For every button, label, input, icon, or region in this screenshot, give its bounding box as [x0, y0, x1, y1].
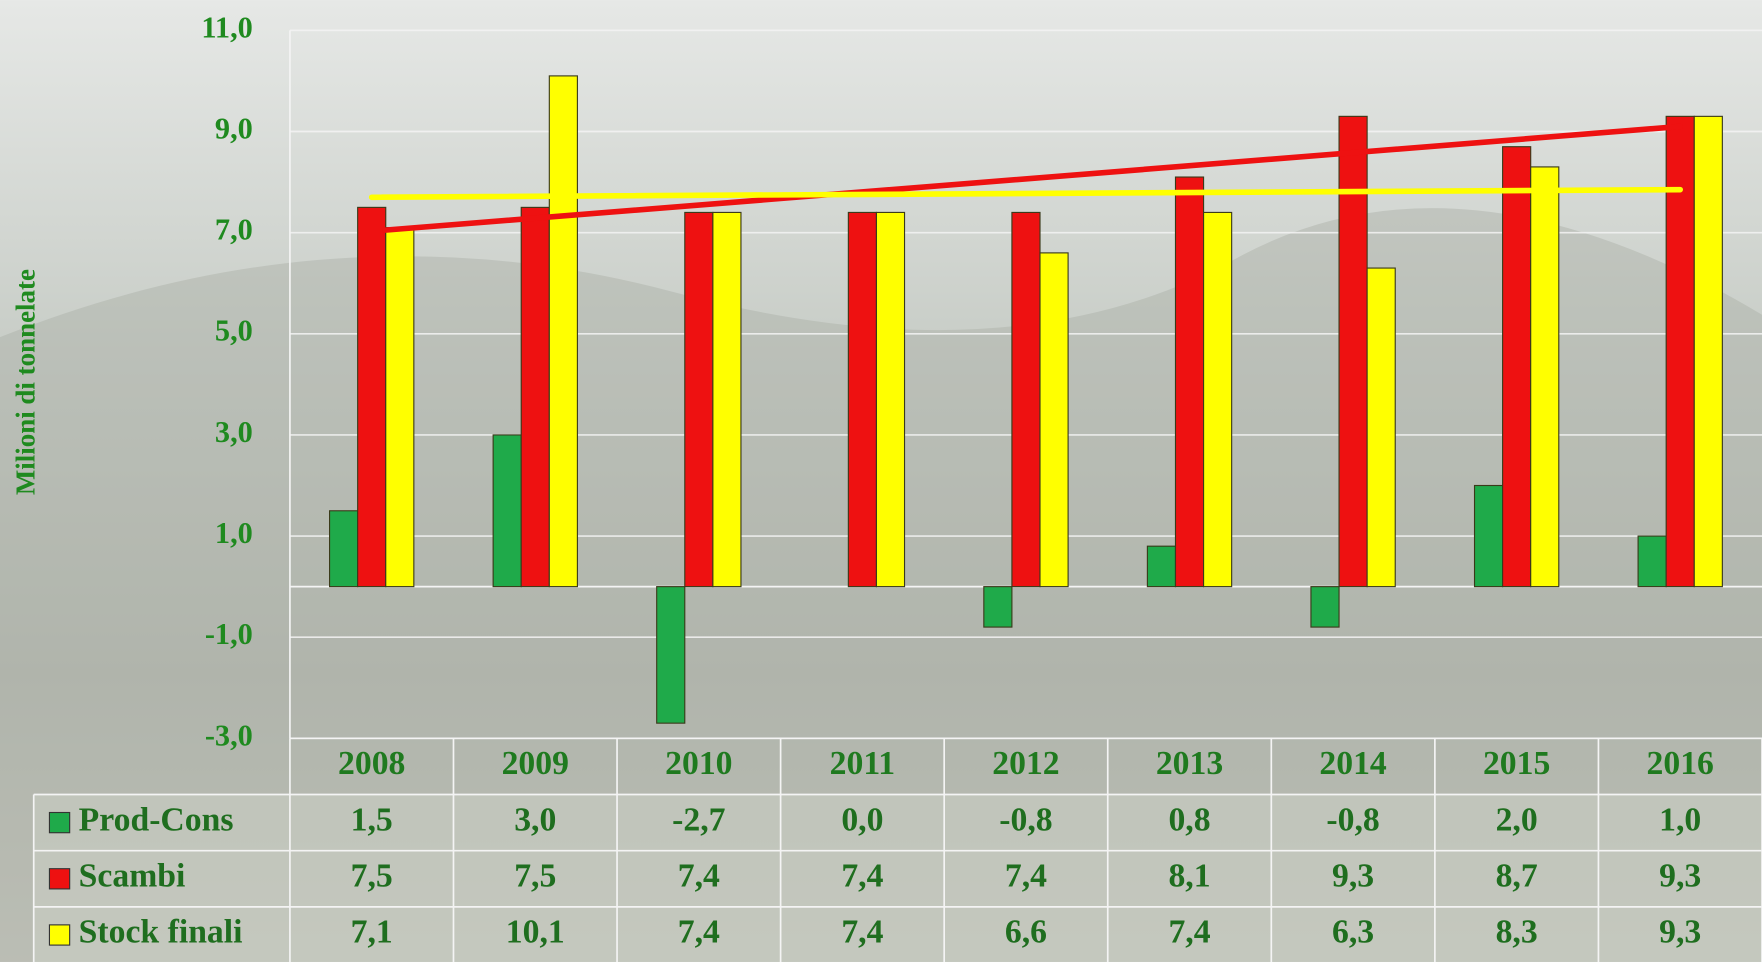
- y-axis-label: Milioni di tonnelate: [10, 269, 40, 495]
- bar: [549, 76, 577, 587]
- legend-swatch: [49, 869, 69, 889]
- bar: [1503, 147, 1531, 587]
- table-value: 6,3: [1332, 914, 1374, 951]
- bar: [358, 207, 386, 586]
- legend-swatch: [49, 812, 69, 832]
- bar: [1147, 546, 1175, 586]
- page: Milioni di tonnelate -3,0 -1,0 1,0 3,0 5,0 7,…: [0, 0, 1762, 962]
- bar: [876, 212, 904, 586]
- x-tick-label: 2013: [1156, 745, 1223, 782]
- table-value: 8,1: [1168, 858, 1210, 895]
- table-value: 1,0: [1659, 801, 1701, 838]
- y-tick-label: 11,0: [201, 10, 252, 44]
- table-value: 9,3: [1332, 858, 1374, 895]
- bar: [1638, 536, 1666, 587]
- bar: [685, 212, 713, 586]
- y-tick-label: -3,0: [205, 718, 253, 752]
- x-tick-label: 2009: [502, 745, 569, 782]
- table-value: 2,0: [1496, 801, 1538, 838]
- bar: [1531, 167, 1559, 587]
- x-tick-label: 2012: [992, 745, 1059, 782]
- table-value: 9,3: [1659, 914, 1701, 951]
- bar: [713, 212, 741, 586]
- table-value: 9,3: [1659, 858, 1701, 895]
- table-value: 7,4: [841, 914, 883, 951]
- table-value: 7,4: [1168, 914, 1210, 951]
- table-value: 0,8: [1168, 801, 1210, 838]
- table-value: 7,4: [841, 858, 883, 895]
- table-value: 3,0: [514, 801, 556, 838]
- x-tick-label: 2008: [338, 745, 405, 782]
- y-tick-label: 3,0: [215, 415, 253, 449]
- x-tick-label: 2010: [665, 745, 732, 782]
- bar: [521, 207, 549, 586]
- table-value: 7,4: [678, 914, 720, 951]
- table-value: 0,0: [841, 801, 883, 838]
- bar: [1204, 212, 1232, 586]
- y-tick-label: 1,0: [215, 516, 253, 550]
- x-tick-label: 2011: [830, 745, 896, 782]
- table-value: 10,1: [506, 914, 565, 951]
- x-tick-label: 2015: [1483, 745, 1550, 782]
- bar: [1475, 485, 1503, 586]
- y-tick-label: 9,0: [215, 111, 253, 145]
- chart: Milioni di tonnelate -3,0 -1,0 1,0 3,0 5,0 7,…: [0, 0, 1762, 962]
- bar: [1012, 212, 1040, 586]
- bar: [386, 228, 414, 587]
- bar: [984, 587, 1012, 627]
- table-value: -2,7: [672, 801, 726, 838]
- bar: [1367, 268, 1395, 587]
- bar: [1040, 253, 1068, 587]
- table-value: 6,6: [1005, 914, 1047, 951]
- bar: [657, 587, 685, 724]
- y-tick-label: -1,0: [205, 617, 253, 651]
- bar: [848, 212, 876, 586]
- y-tick-label: 7,0: [215, 213, 253, 247]
- legend-label: Prod-Cons: [79, 801, 234, 838]
- table-value: 7,5: [514, 858, 556, 895]
- bar: [493, 435, 521, 587]
- table-value: 8,7: [1496, 858, 1538, 895]
- table-value: 8,3: [1496, 914, 1538, 951]
- table-value: -0,8: [1326, 801, 1379, 838]
- legend-swatch: [49, 925, 69, 945]
- y-tick-label: 5,0: [215, 314, 253, 348]
- bar: [1311, 587, 1339, 627]
- table-value: 7,5: [351, 858, 393, 895]
- bar: [1175, 177, 1203, 587]
- bar: [330, 511, 358, 587]
- table-value: 7,1: [351, 914, 393, 951]
- table-value: 7,4: [678, 858, 720, 895]
- legend-label: Scambi: [79, 858, 186, 895]
- x-tick-label: 2014: [1319, 745, 1387, 782]
- bar: [1694, 116, 1722, 586]
- table-value: 7,4: [1005, 858, 1047, 895]
- table-value: 1,5: [351, 801, 393, 838]
- legend-label: Stock finali: [79, 914, 243, 951]
- bar: [1339, 116, 1367, 586]
- x-tick-label: 2016: [1647, 745, 1714, 782]
- table-value: -0,8: [999, 801, 1052, 838]
